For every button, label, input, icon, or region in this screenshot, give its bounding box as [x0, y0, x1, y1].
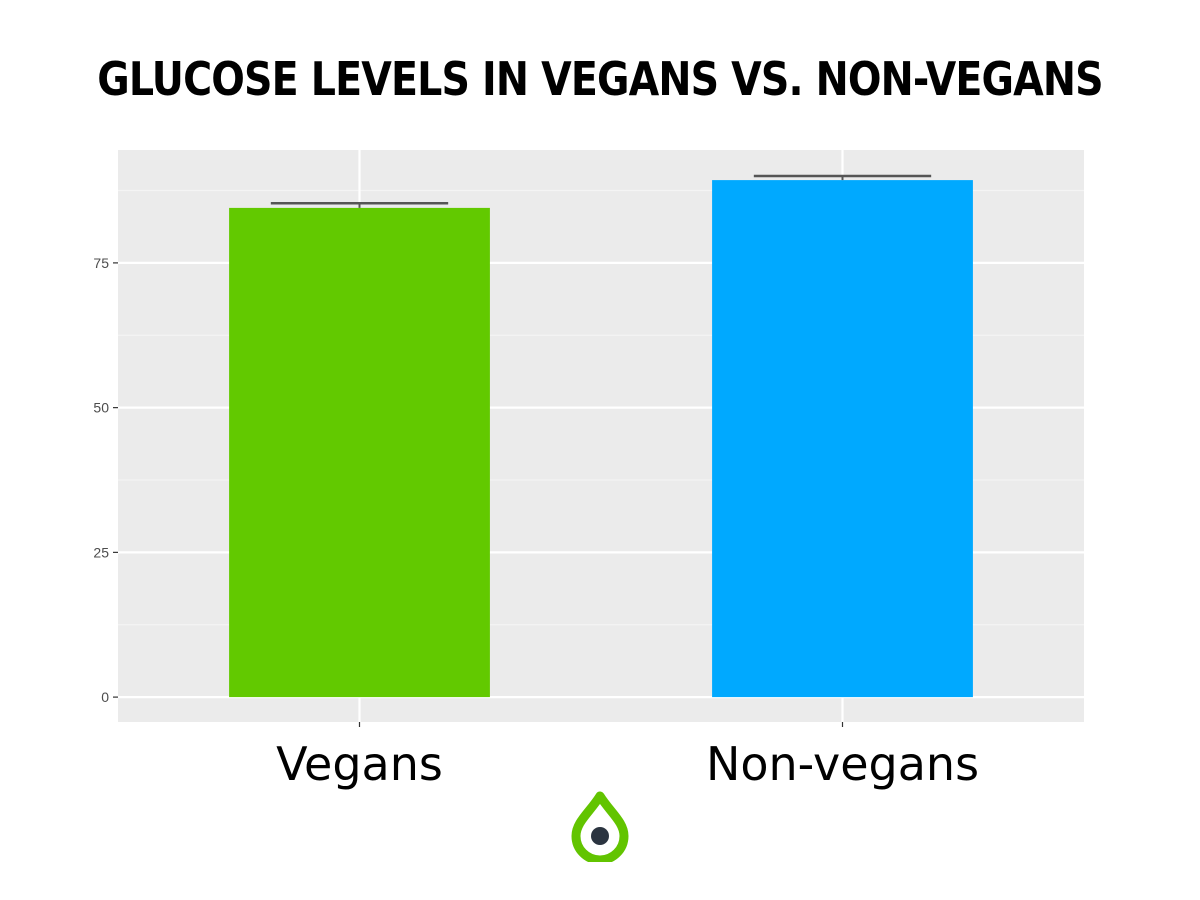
droplet-eye-logo-icon [571, 791, 629, 862]
x-category-label: Vegans [276, 737, 443, 791]
bar-vegans [229, 207, 490, 698]
y-tick-label: 0 [101, 689, 109, 705]
x-category-label: Non-vegans [706, 737, 979, 791]
chart-title: GLUCOSE LEVELS IN VEGANS VS. NON-VEGANS [97, 52, 1103, 106]
y-tick-label: 25 [93, 544, 109, 560]
error-bars-group [270, 174, 932, 208]
bar-non-vegans [712, 180, 973, 698]
x-axis: Vegans Non-vegans [276, 722, 979, 791]
y-tick-label: 75 [93, 255, 109, 271]
y-axis: 0 25 50 75 [93, 255, 118, 705]
bars-group [229, 180, 973, 698]
y-tick-label: 50 [93, 400, 109, 416]
